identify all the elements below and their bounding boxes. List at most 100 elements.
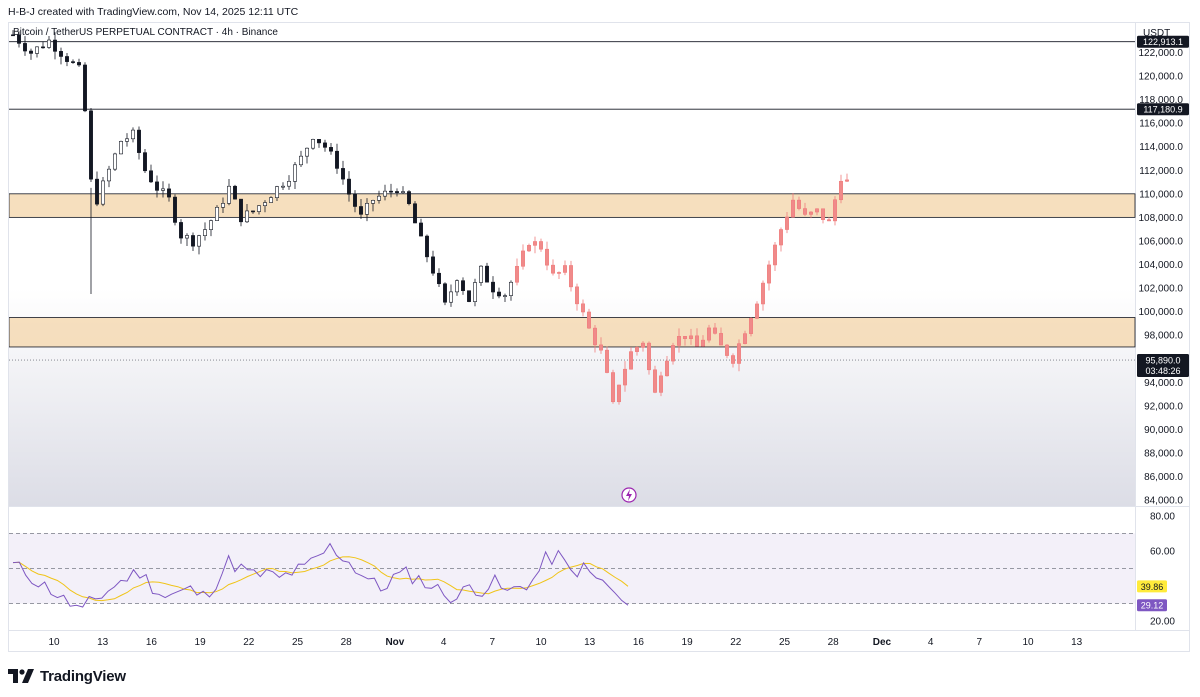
candle-body [371, 200, 375, 204]
candle-body [251, 210, 255, 213]
time-axis-tick-label: 28 [341, 637, 353, 648]
candle-body [41, 46, 45, 49]
candle-body [113, 153, 117, 170]
time-axis-tick-label: 25 [779, 637, 791, 648]
time-axis-tick-label: 10 [1022, 637, 1034, 648]
candle-body [803, 208, 807, 215]
candle-body [683, 336, 687, 340]
price-axis-tick-label: 102,000.0 [1139, 284, 1184, 295]
candle-body [359, 206, 363, 215]
candle-body [563, 265, 567, 273]
trading-chart[interactable]: Bitcoin / TetherUS PERPETUAL CONTRACT · … [9, 23, 1190, 652]
rsi-axis-tick-label: 20.00 [1150, 617, 1175, 628]
candle-body [845, 179, 849, 182]
candle-body [743, 333, 747, 344]
candle-body [215, 206, 219, 221]
candle-body [569, 265, 573, 288]
candle-body [665, 360, 669, 377]
chart-frame[interactable]: Bitcoin / TetherUS PERPETUAL CONTRACT · … [8, 22, 1190, 652]
candle-body [59, 51, 63, 57]
candle-body [53, 39, 57, 52]
candle-body [623, 368, 627, 386]
price-axis-tick-label: 118,000.0 [1139, 95, 1183, 106]
candle-body [527, 245, 531, 252]
time-axis-tick-label: 16 [633, 637, 645, 648]
candle-body [455, 280, 459, 293]
candle-body [503, 295, 507, 297]
rsi-axis-tick-label: 60.00 [1150, 546, 1175, 557]
candle-body [509, 281, 513, 296]
horizontal-line-price-tag-text: 117,180.9 [1143, 105, 1182, 115]
candle-body [149, 170, 153, 183]
candle-body [101, 180, 105, 205]
candle-body [269, 197, 273, 203]
candle-body [95, 178, 99, 205]
candle-body [773, 244, 777, 266]
rsi-value-text: 29.12 [1141, 601, 1164, 611]
candle-body [191, 235, 195, 247]
price-axis-tick-label: 122,000.0 [1139, 48, 1184, 59]
candle-body [533, 241, 537, 246]
time-axis-tick-label: Nov [385, 637, 404, 648]
candle-body [341, 168, 345, 180]
candle-body [293, 164, 297, 182]
time-axis-tick-label: 19 [682, 637, 694, 648]
candle-body [23, 43, 27, 52]
rsi-axis-tick-label: 80.00 [1150, 511, 1175, 522]
time-axis-tick-label: 28 [828, 637, 840, 648]
candle-body [413, 203, 417, 224]
price-axis-tick-label: 100,000.0 [1139, 307, 1184, 318]
candle-body [809, 211, 813, 215]
candle-body [35, 46, 39, 54]
candle-body [629, 351, 633, 370]
candle-body [227, 185, 231, 204]
time-axis-tick-label: 4 [928, 637, 934, 648]
candle-body [539, 241, 543, 250]
candle-body [497, 291, 501, 297]
tradingview-logo[interactable]: TradingView [8, 665, 126, 687]
candle-body [587, 311, 591, 329]
candle-body [779, 229, 783, 246]
price-axis-tick-label: 88,000.0 [1144, 448, 1183, 459]
time-axis-tick-label: 25 [292, 637, 304, 648]
time-axis-tick-label: 16 [146, 637, 158, 648]
candle-body [257, 205, 261, 212]
price-axis-tick-label: 104,000.0 [1139, 260, 1184, 271]
time-axis-tick-label: Dec [873, 637, 892, 648]
time-axis-tick-label: 7 [977, 637, 983, 648]
candle-body [143, 152, 147, 172]
candle-body [719, 333, 723, 346]
time-axis-tick-label: 22 [730, 637, 742, 648]
chart-title: Bitcoin / TetherUS PERPETUAL CONTRACT · … [13, 27, 278, 38]
rsi-line [12, 542, 629, 608]
candle-body [119, 141, 123, 155]
candle-body [575, 286, 579, 305]
candle-body [107, 168, 111, 182]
candle-body [155, 181, 159, 191]
rsi-ma-value-text: 39.86 [1141, 582, 1164, 592]
candle-body [611, 372, 615, 403]
candle-body [797, 199, 801, 209]
time-axis-tick-label: 19 [195, 637, 207, 648]
candle-body [737, 343, 741, 364]
current-price-tag: 95,890.003:48:26 [1137, 354, 1189, 378]
candle-body [767, 264, 771, 284]
candle-body [377, 195, 381, 201]
candle-body [419, 222, 423, 237]
candle-body [473, 282, 477, 302]
rsi-value-tag: 29.12 [1137, 599, 1167, 612]
candle-body [593, 327, 597, 346]
candle-body [17, 34, 21, 44]
chart-caption: H-B-J created with TradingView.com, Nov … [8, 6, 299, 18]
price-axis-tick-label: 110,000.0 [1139, 189, 1183, 200]
candle-body [323, 142, 327, 148]
candle-body [71, 61, 75, 63]
candle-body [839, 180, 843, 201]
candle-body [161, 188, 165, 191]
candle-body [401, 191, 405, 193]
price-axis-tick-label: 106,000.0 [1139, 236, 1184, 247]
candle-body [179, 222, 183, 239]
candle-body [185, 235, 189, 239]
candle-body [221, 203, 225, 208]
candle-body [167, 188, 171, 198]
